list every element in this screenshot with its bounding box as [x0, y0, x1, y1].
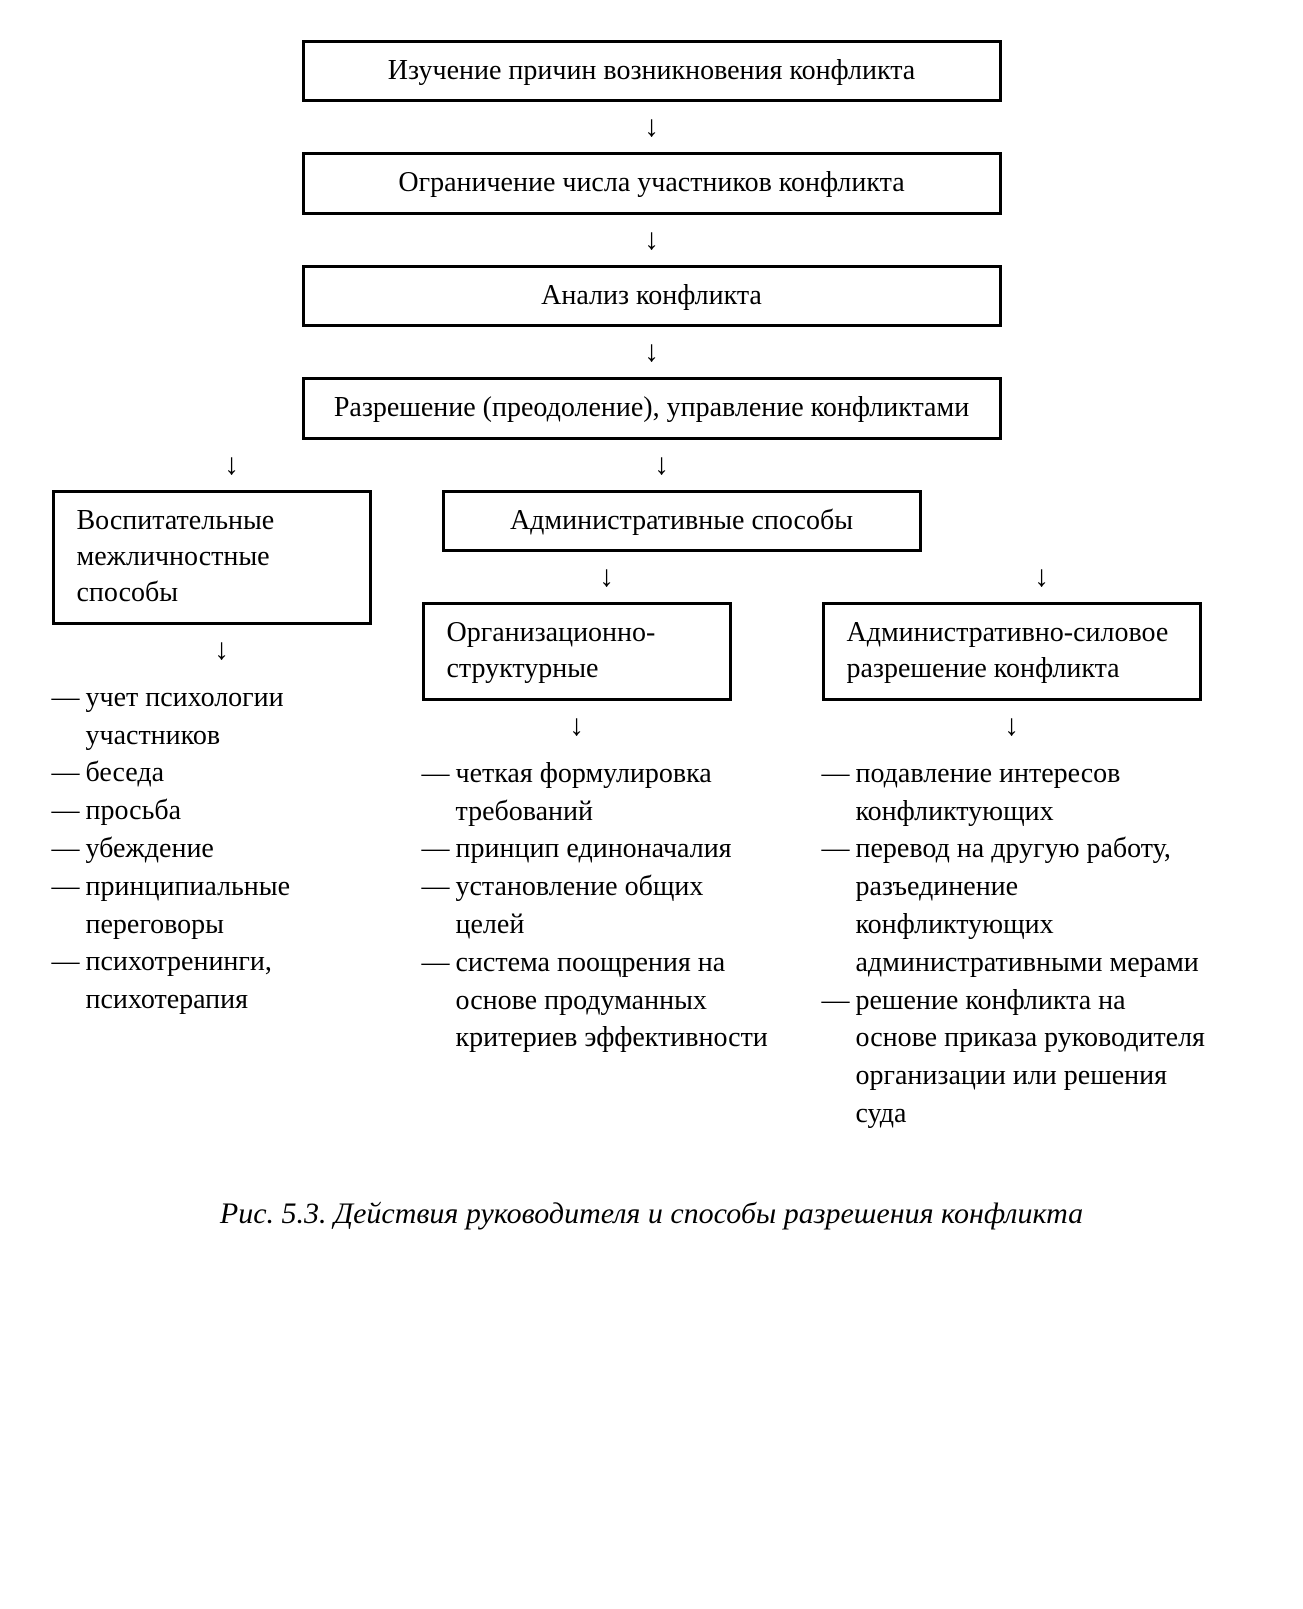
list-item: —беседа — [52, 754, 384, 792]
branch-admin-force: Административно-силовое разрешение конфл… — [822, 602, 1222, 1137]
figure-caption: Рис. 5.3. Действия руководителя и способ… — [220, 1197, 1083, 1231]
dash-icon: — — [822, 982, 856, 1133]
list-item: —принципиальные переговоры — [52, 868, 384, 944]
dash-icon: — — [422, 944, 456, 1057]
list-item-text: убеждение — [86, 830, 214, 868]
list-item-text: просьба — [86, 792, 182, 830]
list-item-text: четкая формулировка требований — [456, 755, 774, 831]
list-org-structural: —четкая формулировка требований—принцип … — [422, 751, 782, 1061]
list-item-text: беседа — [86, 754, 165, 792]
down-arrow-icon: ↓ — [422, 711, 732, 741]
list-item-text: принцип единоначалия — [456, 830, 732, 868]
dash-icon: — — [822, 755, 856, 831]
box-administrative-methods: Административные способы — [442, 490, 922, 552]
down-arrow-icon: ↓ — [644, 112, 659, 142]
box-educational-methods: Воспитательные межличностные способы — [52, 490, 372, 625]
list-item: —убеждение — [52, 830, 384, 868]
dash-icon: — — [52, 754, 86, 792]
down-arrow-icon: ↓ — [644, 337, 659, 367]
list-item: —система поощрения на основе продуманных… — [422, 944, 774, 1057]
dash-icon: — — [52, 792, 86, 830]
list-item: —психотренинги, психотерапия — [52, 943, 384, 1019]
list-item-text: система поощрения на основе продуманных … — [456, 944, 774, 1057]
branch-org-structural: Организационно-структурные ↓ —четкая фор… — [422, 602, 792, 1061]
down-arrow-icon: ↓ — [822, 711, 1202, 741]
down-arrow-icon: ↓ — [422, 450, 902, 480]
list-item: —просьба — [52, 792, 384, 830]
dash-icon: — — [422, 868, 456, 944]
box-org-structural: Организационно-структурные — [422, 602, 732, 701]
list-item-text: принципиальные переговоры — [86, 868, 384, 944]
dash-icon: — — [52, 679, 86, 755]
box-admin-force: Административно-силовое разрешение конфл… — [822, 602, 1202, 701]
list-item-text: подавление интересов конфликтующих — [856, 755, 1214, 831]
branch-administrative: Административные способы ↓ ↓ Организацио… — [422, 490, 1242, 1137]
flowchart-diagram: Изучение причин возникновения конфликта … — [30, 40, 1273, 1231]
list-item: —учет психологии участников — [52, 679, 384, 755]
down-arrow-icon: ↓ — [102, 450, 362, 480]
list-item-text: установление общих целей — [456, 868, 774, 944]
box-resolution: Разрешение (преодоление), управление кон… — [302, 377, 1002, 439]
dash-icon: — — [52, 868, 86, 944]
box-analysis: Анализ конфликта — [302, 265, 1002, 327]
down-arrow-icon: ↓ — [422, 562, 792, 592]
dash-icon: — — [52, 830, 86, 868]
box-limit-participants: Ограничение числа участников конфликта — [302, 152, 1002, 214]
dash-icon: — — [822, 830, 856, 981]
down-arrow-icon: ↓ — [644, 225, 659, 255]
branch-educational: Воспитательные межличностные способы ↓ —… — [52, 490, 392, 1023]
list-item-text: психотренинги, психотерапия — [86, 943, 384, 1019]
down-arrow-icon: ↓ — [842, 562, 1242, 592]
list-item-text: учет психологии участников — [86, 679, 384, 755]
list-item: —принцип единоначалия — [422, 830, 774, 868]
down-arrow-icon: ↓ — [52, 635, 392, 665]
list-item: —установление общих целей — [422, 868, 774, 944]
list-admin-force: —подавление интересов конфликтующих—пере… — [822, 751, 1222, 1137]
list-item: —подавление интересов конфликтующих — [822, 755, 1214, 831]
list-item: —перевод на другую работу, разъединение … — [822, 830, 1214, 981]
dash-icon: — — [422, 830, 456, 868]
list-item-text: перевод на другую работу, разъединение к… — [856, 830, 1214, 981]
list-item-text: решение конфликта на основе приказа руко… — [856, 982, 1214, 1133]
dash-icon: — — [52, 943, 86, 1019]
box-study-causes: Изучение причин возникновения конфликта — [302, 40, 1002, 102]
list-item: —решение конфликта на основе приказа рук… — [822, 982, 1214, 1133]
list-educational: —учет психологии участников—беседа—прось… — [52, 675, 392, 1023]
list-item: —четкая формулировка требований — [422, 755, 774, 831]
dash-icon: — — [422, 755, 456, 831]
